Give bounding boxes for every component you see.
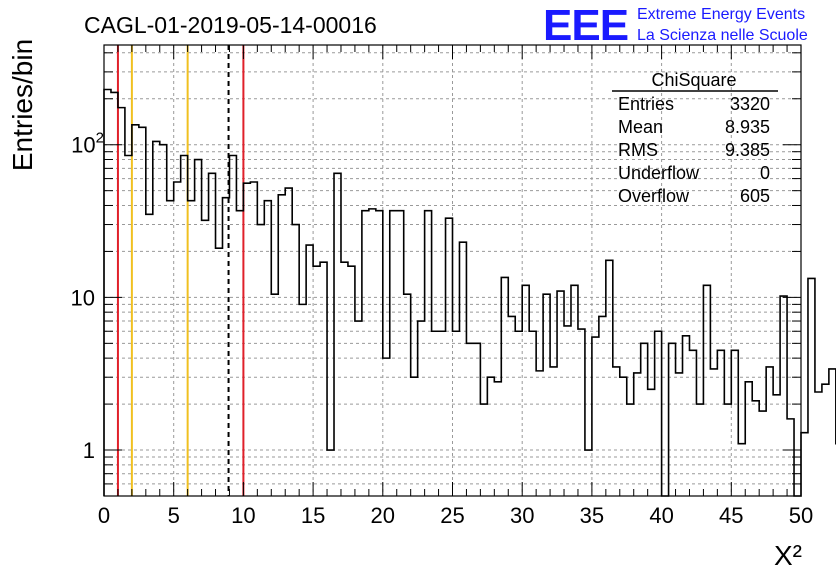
stats-box: ChiSquare Entries 3320 Mean 8.935 RMS 9.385 Un… [612,70,778,206]
x-tick-label: 5 [168,503,180,528]
histogram-outline [103,88,836,497]
stats-row-label: Mean [618,117,663,137]
stats-row-label: Entries [618,94,674,114]
axis-ticks [103,45,802,497]
eee-logo: EEE [543,1,628,50]
y-tick-labels: 1 10 102 [71,130,104,463]
stats-row-label: RMS [618,140,658,160]
y-tick-label: 1 [83,438,95,463]
x-tick-label: 50 [789,503,813,528]
x-tick-label: 25 [440,503,464,528]
x-tick-label: 30 [510,503,534,528]
y-axis-title: Entries/bin [7,39,38,171]
stats-row-value: 0 [760,163,770,183]
stats-row-label: Underflow [618,163,700,183]
x-tick-labels: 0 5 10 15 20 25 30 35 40 45 50 [98,503,813,528]
x-tick-label: 0 [98,503,110,528]
stats-row-value: 3320 [730,94,770,114]
brand-line-2: La Scienza nelle Scuole [637,27,808,44]
x-tick-label: 20 [371,503,395,528]
stats-row-value: 605 [740,186,770,206]
x-tick-label: 40 [649,503,673,528]
x-tick-label: 35 [580,503,604,528]
x-tick-label: 15 [301,503,325,528]
x-tick-label: 10 [231,503,255,528]
y-tick-label: 10 [71,285,95,310]
x-tick-label: 45 [719,503,743,528]
stats-title: ChiSquare [651,70,736,90]
stats-row-value: 8.935 [725,117,770,137]
stats-row-label: Overflow [618,186,690,206]
brand-line-1: Extreme Energy Events [637,6,805,23]
cut-lines [116,45,245,496]
chart-title: CAGL-01-2019-05-14-00016 [84,12,377,38]
stats-row-value: 9.385 [725,140,770,160]
y-tick-label: 102 [71,130,104,158]
x-axis-title: X² [774,540,802,571]
